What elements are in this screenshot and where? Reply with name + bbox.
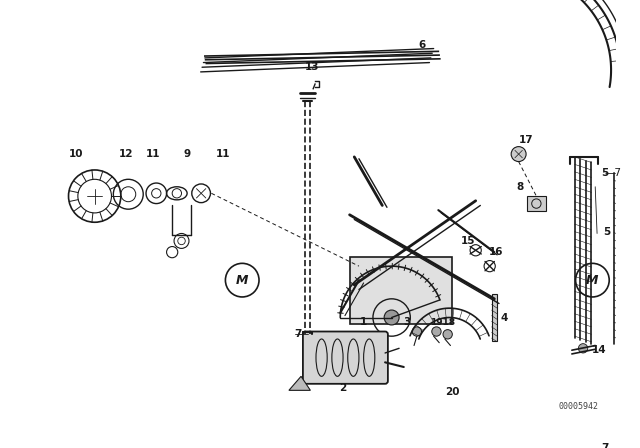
Text: 11: 11 [216,149,231,159]
Text: 16: 16 [489,247,504,257]
Text: 14: 14 [591,345,606,355]
Text: 17: 17 [519,135,533,145]
Text: 9: 9 [184,149,191,159]
FancyBboxPatch shape [303,332,388,384]
Text: 12: 12 [119,149,134,159]
Circle shape [511,146,526,162]
Text: 13: 13 [305,62,319,72]
Text: 8: 8 [516,182,523,192]
Text: 15: 15 [461,236,476,246]
Text: 7: 7 [294,329,302,339]
Text: 7: 7 [601,443,608,448]
Circle shape [443,330,452,339]
Text: 5: 5 [603,227,610,237]
Circle shape [384,310,399,325]
Circle shape [412,327,422,336]
Text: 2: 2 [339,383,347,392]
Bar [349,257,452,324]
Text: 6: 6 [418,40,425,50]
Text: 1918: 1918 [431,318,456,327]
Text: 00005942: 00005942 [558,402,598,411]
Text: 20: 20 [445,387,460,397]
Polygon shape [289,376,310,390]
Text: —7: —7 [605,168,621,178]
Text: 5: 5 [601,168,608,178]
Bar [527,196,546,211]
Text: 10: 10 [68,149,83,159]
Text: M: M [586,274,598,287]
Text: 3: 3 [403,317,410,327]
Circle shape [432,327,441,336]
Polygon shape [492,294,497,341]
Text: M: M [236,274,248,287]
Circle shape [579,344,588,353]
Text: 4: 4 [500,313,508,323]
Text: 11: 11 [145,149,160,159]
Text: 1: 1 [360,317,367,327]
